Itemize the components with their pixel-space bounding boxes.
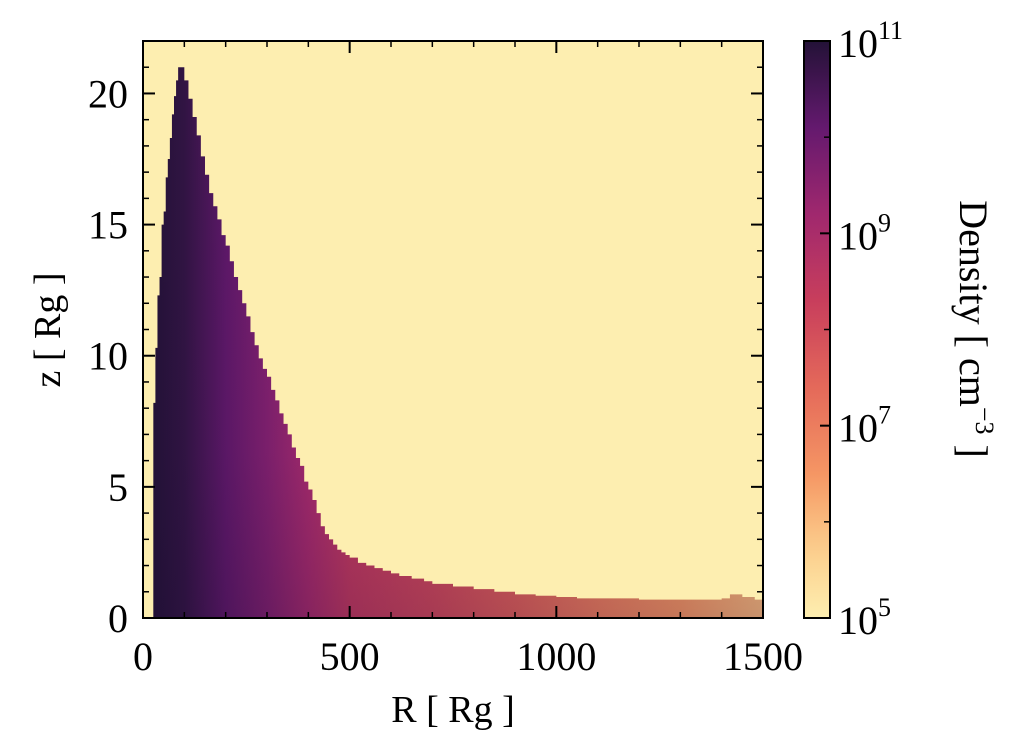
y-axis-ticks: 0 5 10 15 20: [88, 40, 763, 641]
colorbar-tick-base: 10: [838, 406, 878, 451]
colorbar-tick-exponent: 5: [878, 593, 891, 622]
colorbar-label-main: Density [ cm: [951, 200, 996, 407]
colorbar-tick-label: 1011: [838, 16, 903, 66]
colorbar-tick-exponent: 11: [878, 16, 903, 45]
colorbar-tick-label: 105: [838, 593, 891, 643]
colorbar-label-exponent: −3: [970, 407, 999, 435]
colorbar-label-end: ]: [951, 434, 996, 457]
y-tick-label: 5: [108, 465, 128, 510]
x-tick-label: 500: [320, 634, 380, 679]
x-tick-label: 1000: [516, 634, 596, 679]
y-tick-label: 10: [88, 334, 128, 379]
x-tick-label: 0: [133, 634, 153, 679]
y-axis-label: z [ Rg ]: [27, 272, 69, 387]
colorbar-tick-base: 10: [838, 21, 878, 66]
x-axis-ticks: 0 500 1000 1500: [133, 41, 803, 679]
y-tick-label: 20: [88, 71, 128, 116]
y-tick-label: 15: [88, 203, 128, 248]
colorbar-label: Density [ cm−3 ]: [951, 200, 999, 458]
colorbar-tick-label: 109: [838, 208, 891, 258]
colorbar-tick-exponent: 7: [878, 401, 891, 430]
colorbar-tick-base: 10: [838, 598, 878, 643]
svg-text:Density [ cm−3 ]: Density [ cm−3 ]: [951, 200, 999, 458]
colorbar-tick-label: 107: [838, 401, 891, 451]
colorbar-tick-base: 10: [838, 213, 878, 258]
y-tick-label: 0: [108, 596, 128, 641]
colorbar-tick-exponent: 9: [878, 208, 891, 237]
density-vertical-shading: [153, 67, 763, 618]
x-tick-label: 1500: [723, 634, 803, 679]
x-axis-label: R [ Rg ]: [391, 689, 515, 731]
